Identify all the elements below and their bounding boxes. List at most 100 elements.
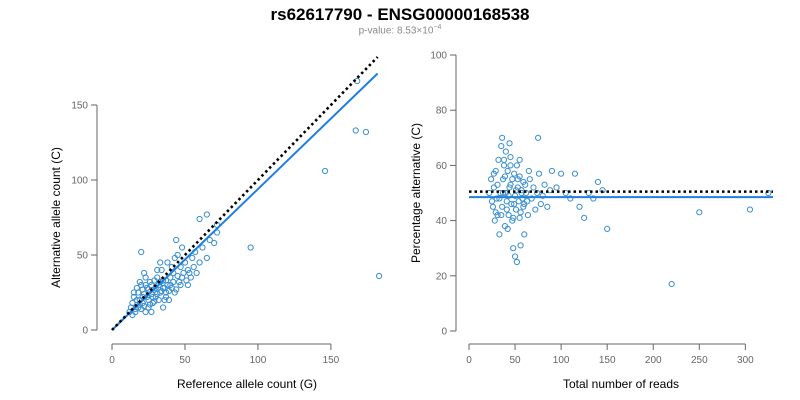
data-point: [494, 181, 501, 188]
data-point: [247, 244, 254, 251]
data-point: [505, 211, 512, 219]
data-point: [495, 156, 502, 163]
data-point: [154, 266, 161, 274]
p-value-label: p-value: 8.53×10: [358, 25, 434, 37]
allele-count-scatter-panel: 0 50 100 150 0 50 100 150 Reference allele count…: [49, 56, 383, 391]
data-point: [488, 198, 496, 205]
data-point: [534, 134, 542, 141]
x-axis-label: Total number of reads: [563, 377, 679, 391]
chart-subtitle: p-value: 8.53×10−4: [0, 24, 800, 36]
y-axis-label: Percentage alternative (C): [409, 123, 423, 263]
data-point: [498, 142, 505, 150]
data-point: [520, 203, 527, 210]
data-point: [141, 269, 148, 277]
data-point: [537, 200, 544, 208]
data-point: [148, 308, 155, 316]
data-point: [523, 198, 531, 205]
data-point: [178, 244, 186, 251]
percentage-alternative-scatter-panel: 0 50 100 150 200 250 300 0 20 40 60 80 100 Total numb…: [409, 51, 773, 391]
data-point: [504, 167, 511, 175]
data-point: [594, 178, 602, 186]
data-point: [604, 225, 611, 232]
data-point: [133, 284, 140, 292]
data-point: [518, 189, 525, 197]
y-tick-label: 0: [82, 326, 88, 337]
data-point: [526, 176, 533, 183]
data-point: [493, 195, 500, 202]
x-tick-label: 0: [109, 355, 115, 366]
data-point: [507, 154, 514, 161]
data-point: [149, 299, 156, 307]
x-tick-label: 300: [737, 355, 754, 366]
data-point: [375, 272, 383, 280]
data-point: [517, 242, 524, 249]
data-point: [499, 203, 506, 210]
data-point: [509, 176, 516, 183]
data-point: [173, 236, 180, 244]
data-point: [146, 301, 154, 308]
data-point: [142, 308, 149, 316]
data-point: [496, 195, 503, 202]
data-point: [567, 195, 574, 202]
data-point: [558, 170, 565, 177]
data-point: [138, 305, 145, 313]
data-point: [513, 258, 521, 266]
y-tick-label: 40: [436, 216, 448, 227]
data-point: [546, 187, 554, 194]
data-point: [506, 140, 513, 147]
data-point: [576, 203, 583, 210]
data-point: [535, 170, 543, 177]
x-tick-label: 100: [250, 355, 267, 366]
data-point: [162, 289, 170, 296]
data-point: [511, 253, 519, 260]
x-tick-label: 50: [179, 355, 191, 366]
data-point: [513, 162, 521, 169]
data-point: [132, 308, 139, 316]
data-point: [488, 176, 495, 183]
data-point: [507, 162, 514, 169]
data-point: [746, 206, 754, 213]
data-point: [528, 195, 535, 202]
data-point: [510, 245, 517, 252]
data-point: [668, 280, 675, 288]
data-point: [512, 206, 520, 213]
data-point: [511, 200, 518, 208]
data-point: [161, 296, 168, 304]
data-point: [521, 231, 528, 238]
data-point: [511, 170, 518, 177]
data-point: [516, 156, 523, 163]
data-point: [571, 170, 579, 177]
reference-line: [111, 56, 379, 331]
data-point: [507, 181, 514, 188]
data-point: [155, 296, 162, 304]
data-point: [500, 156, 508, 163]
y-tick-label: 50: [77, 251, 89, 262]
data-point: [206, 236, 213, 244]
x-tick-label: 250: [691, 355, 708, 366]
y-tick-label: 60: [436, 161, 448, 172]
data-point: [503, 198, 510, 205]
data-point: [165, 296, 173, 304]
data-point: [139, 286, 146, 293]
data-point: [184, 281, 191, 289]
data-point: [510, 214, 517, 221]
data-point: [499, 134, 506, 141]
data-point: [177, 281, 184, 289]
data-point: [514, 176, 521, 183]
data-point: [509, 217, 516, 224]
data-point: [138, 248, 145, 256]
data-point: [164, 281, 171, 289]
x-tick-label: 100: [553, 355, 570, 366]
data-point: [157, 259, 164, 266]
y-axis-label: Alternative allele count (C): [49, 147, 63, 288]
data-point: [532, 206, 539, 213]
y-tick-label: 150: [71, 101, 88, 112]
data-point: [145, 304, 152, 311]
data-point: [154, 290, 161, 298]
data-point: [491, 217, 498, 224]
data-point: [129, 299, 136, 307]
data-point: [151, 277, 158, 284]
data-point: [203, 211, 210, 218]
data-point: [539, 192, 546, 199]
data-point: [489, 203, 497, 210]
